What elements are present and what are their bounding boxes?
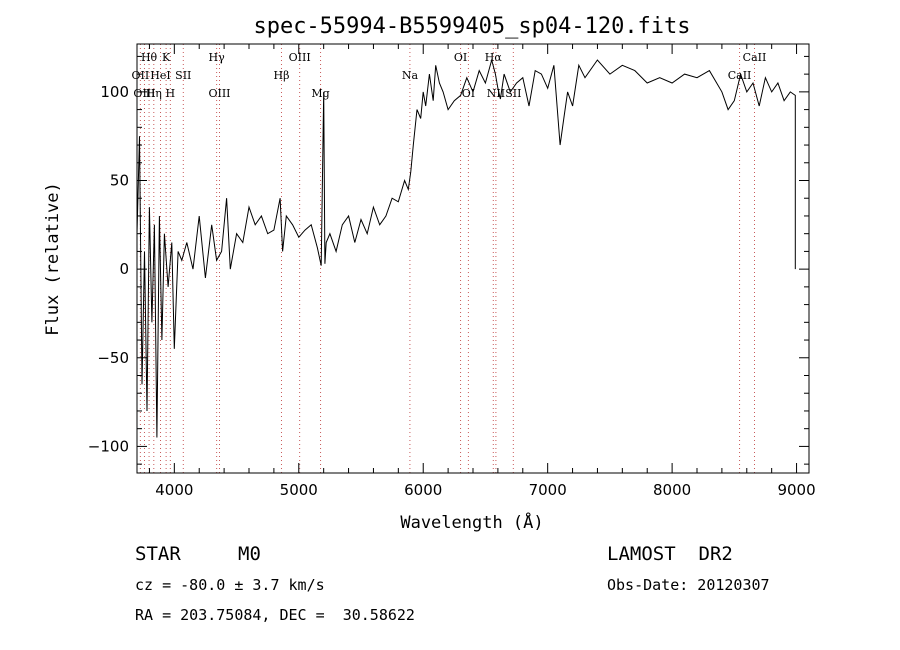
spectral-subclass: M0 [238,543,261,565]
marker-label: SII [175,69,191,82]
marker-label: OI [462,87,475,100]
marker-label: CaII [728,69,752,82]
x-tick-label: 9000 [777,481,815,499]
observation-date: Obs-Date: 20120307 [607,576,770,594]
x-tick-label: 7000 [529,481,567,499]
sky-coordinates: RA = 203.75084, DEC = 30.58622 [135,606,415,624]
y-tick-label: 0 [119,260,129,278]
y-tick-label: −100 [88,437,129,455]
marker-label: OIII [133,87,155,100]
survey-name: LAMOST DR2 [607,543,733,565]
y-tick-label: −50 [97,349,129,367]
plot-frame [136,43,810,474]
y-tick-label: 100 [100,83,129,101]
marker-label: Hγ [209,51,226,64]
marker-label: Mg [311,87,329,100]
marker-label: Hθ [141,51,158,64]
marker-label: OIII [289,51,311,64]
marker-label: OIII [208,87,230,100]
marker-label: OII [132,69,150,82]
marker-label: H [166,87,176,100]
x-tick-label: 6000 [404,481,442,499]
radial-velocity: cz = -80.0 ± 3.7 km/s [135,576,325,594]
marker-label: Hα [485,51,503,64]
marker-label: HeI [150,69,170,82]
y-axis-title: Flux (relative) [43,182,63,336]
chart-title: spec-55994-B5599405_sp04-120.fits [253,14,690,39]
x-tick-label: 4000 [155,481,193,499]
marker-label: K [162,51,171,64]
x-axis-title: Wavelength (Å) [400,511,543,533]
x-tick-label: 5000 [280,481,318,499]
marker-label: Hη [146,87,162,100]
marker-label: CaII [743,51,767,64]
marker-label: SII [505,87,521,100]
spectrum-line [136,58,796,438]
object-class: STAR [135,543,181,565]
y-tick-label: 50 [110,172,129,190]
x-tick-label: 8000 [653,481,691,499]
axes: 4000 5000 6000 7000 8000 9000 −100 −50 0 50 100 [88,44,816,499]
marker-label: OI [454,51,467,64]
marker-label: Na [402,69,419,82]
marker-label: Hβ [274,69,290,82]
